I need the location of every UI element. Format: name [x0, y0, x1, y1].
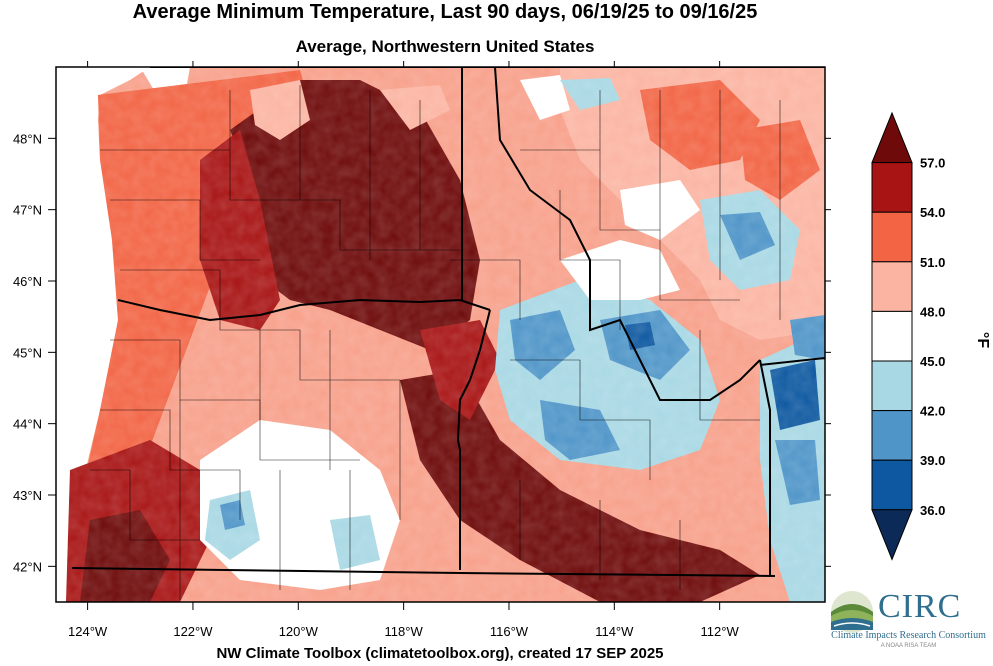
map-area: [56, 67, 825, 602]
lat-tick-label: 42°N: [13, 559, 42, 574]
legend-label: 48.0: [920, 304, 945, 319]
lon-tick-label: 124°W: [68, 624, 108, 639]
logo-tagline: Climate Impacts Research Consortium: [831, 630, 986, 641]
map-footer: NW Climate Toolbox (climatetoolbox.org),…: [216, 645, 664, 662]
legend-bottom-triangle: [871, 509, 913, 561]
map-title: Average Minimum Temperature, Last 90 day…: [132, 1, 758, 23]
lat-tick-label: 47°N: [13, 203, 42, 218]
map-frame: [55, 66, 826, 603]
legend-top-triangle: [871, 111, 913, 164]
lon-tick-label: 116°W: [490, 624, 529, 639]
legend-color-box: [871, 360, 913, 412]
lon-tick-label: 114°W: [595, 624, 634, 639]
state-boundaries: [71, 67, 825, 577]
legend-color-box: [871, 162, 913, 213]
lon-tick-label: 118°W: [385, 624, 424, 639]
latitude-axis: 48°N 47°N 46°N 45°N 44°N 43°N 42°N: [13, 131, 831, 574]
lat-tick-label: 43°N: [13, 488, 42, 503]
map-subtitle: Average, Northwestern United States: [295, 37, 595, 56]
legend-label: 51.0: [920, 255, 945, 270]
legend-label: 54.0: [920, 205, 945, 220]
lat-tick-label: 46°N: [13, 274, 42, 289]
circ-logo: [831, 591, 873, 633]
lon-tick-label: 112°W: [701, 624, 740, 639]
lat-tick-label: 45°N: [13, 345, 42, 360]
lon-tick-label: 120°W: [279, 624, 319, 639]
legend-color-box: [871, 261, 913, 312]
legend-label: 42.0: [920, 404, 945, 419]
legend-label: 39.0: [920, 453, 945, 468]
legend-color-box: [871, 459, 913, 511]
lon-tick-label: 122°W: [173, 624, 213, 639]
color-legend: 57.0 54.0 51.0 48.0 45.0 42.0 39.0 36.0: [871, 111, 945, 561]
legend-label: 57.0: [920, 156, 945, 171]
legend-label: 45.0: [920, 354, 945, 369]
longitude-axis: 124°W 122°W 120°W 118°W 116°W 114°W 112°W: [68, 61, 739, 639]
legend-color-box: [871, 310, 913, 362]
legend-color-box: [871, 211, 913, 263]
legend-units: °F: [974, 332, 991, 348]
legend-color-box: [871, 410, 913, 461]
lat-tick-label: 48°N: [13, 131, 42, 146]
logo-name: CIRC: [878, 588, 962, 625]
lat-tick-label: 44°N: [13, 417, 42, 432]
logo-tagline-2: A NOAA RISA TEAM: [880, 643, 937, 649]
legend-label: 36.0: [920, 503, 945, 518]
